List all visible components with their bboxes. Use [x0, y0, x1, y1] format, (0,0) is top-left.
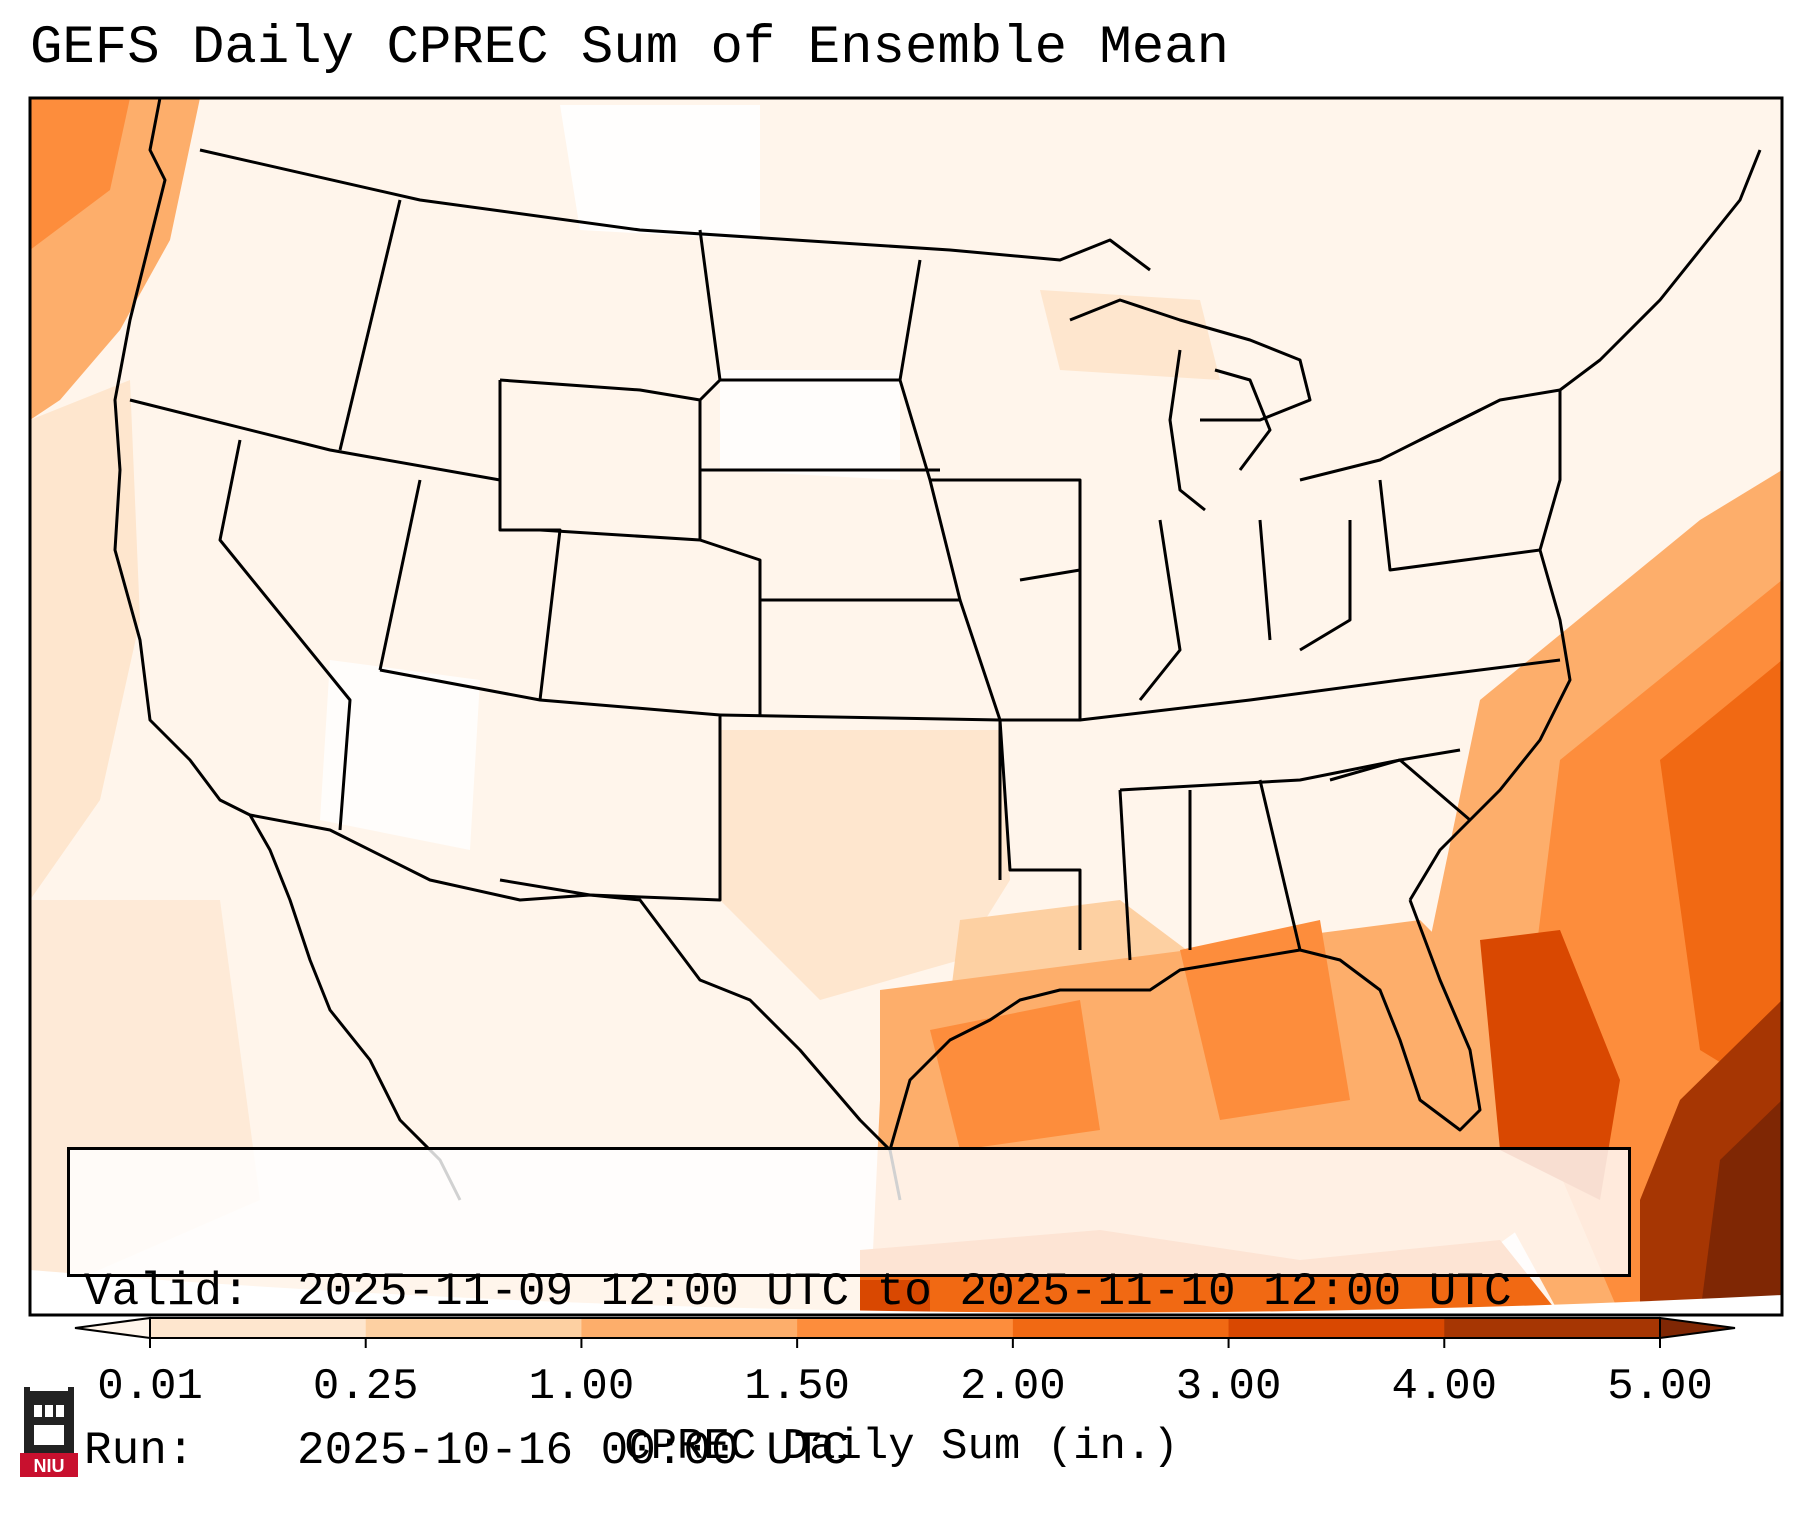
valid-run-box: Valid: 2025-11-09 12:00 UTC to 2025-11-10… [67, 1147, 1631, 1477]
colorbar-tick-label: 0.01 [97, 1362, 203, 1412]
svg-text:NIU: NIU [34, 1456, 65, 1476]
colorbar-tick-label: 3.00 [1175, 1362, 1282, 1412]
boundaries [113, 98, 1762, 1201]
colorbar-segment [797, 1318, 1014, 1338]
colorbar-tick-label: 4.00 [1391, 1362, 1498, 1412]
colorbar-tick-label: 1.00 [528, 1362, 635, 1412]
run-value: 2025-10-16 00:00 UTC [297, 1425, 850, 1477]
precip-field [30, 98, 1782, 1315]
colorbar-tick-label: 5.00 [1607, 1362, 1713, 1412]
colorbar-tick-label: 2.00 [960, 1362, 1066, 1412]
colorbar-segment [1444, 1318, 1661, 1338]
niu-logo: NIU [20, 1387, 78, 1477]
colorbar-outline [149, 1317, 1661, 1339]
colorbar-tick-label: 1.50 [744, 1362, 850, 1412]
map-title: GEFS Daily CPREC Sum of Ensemble Mean [30, 18, 1229, 79]
colorbar-title: CPREC Daily Sum (in.) [624, 1422, 1179, 1472]
map-frame [28, 96, 1784, 1317]
colorbar-segment [150, 1318, 367, 1338]
colorbar-segment [1012, 1318, 1230, 1338]
colorbar-segment [1228, 1318, 1445, 1338]
run-label: Run: [84, 1425, 195, 1477]
colorbar [74, 1316, 1736, 1348]
colorbar-segment [581, 1318, 798, 1338]
valid-label: Valid: [84, 1266, 250, 1318]
valid-value: 2025-11-09 12:00 UTC to 2025-11-10 12:00… [297, 1266, 1512, 1318]
precipitation-map [28, 96, 1784, 1348]
colorbar-segment [365, 1318, 582, 1338]
colorbar-tick-label: 0.25 [312, 1362, 419, 1412]
colorbar-extend-max [1659, 1316, 1736, 1340]
